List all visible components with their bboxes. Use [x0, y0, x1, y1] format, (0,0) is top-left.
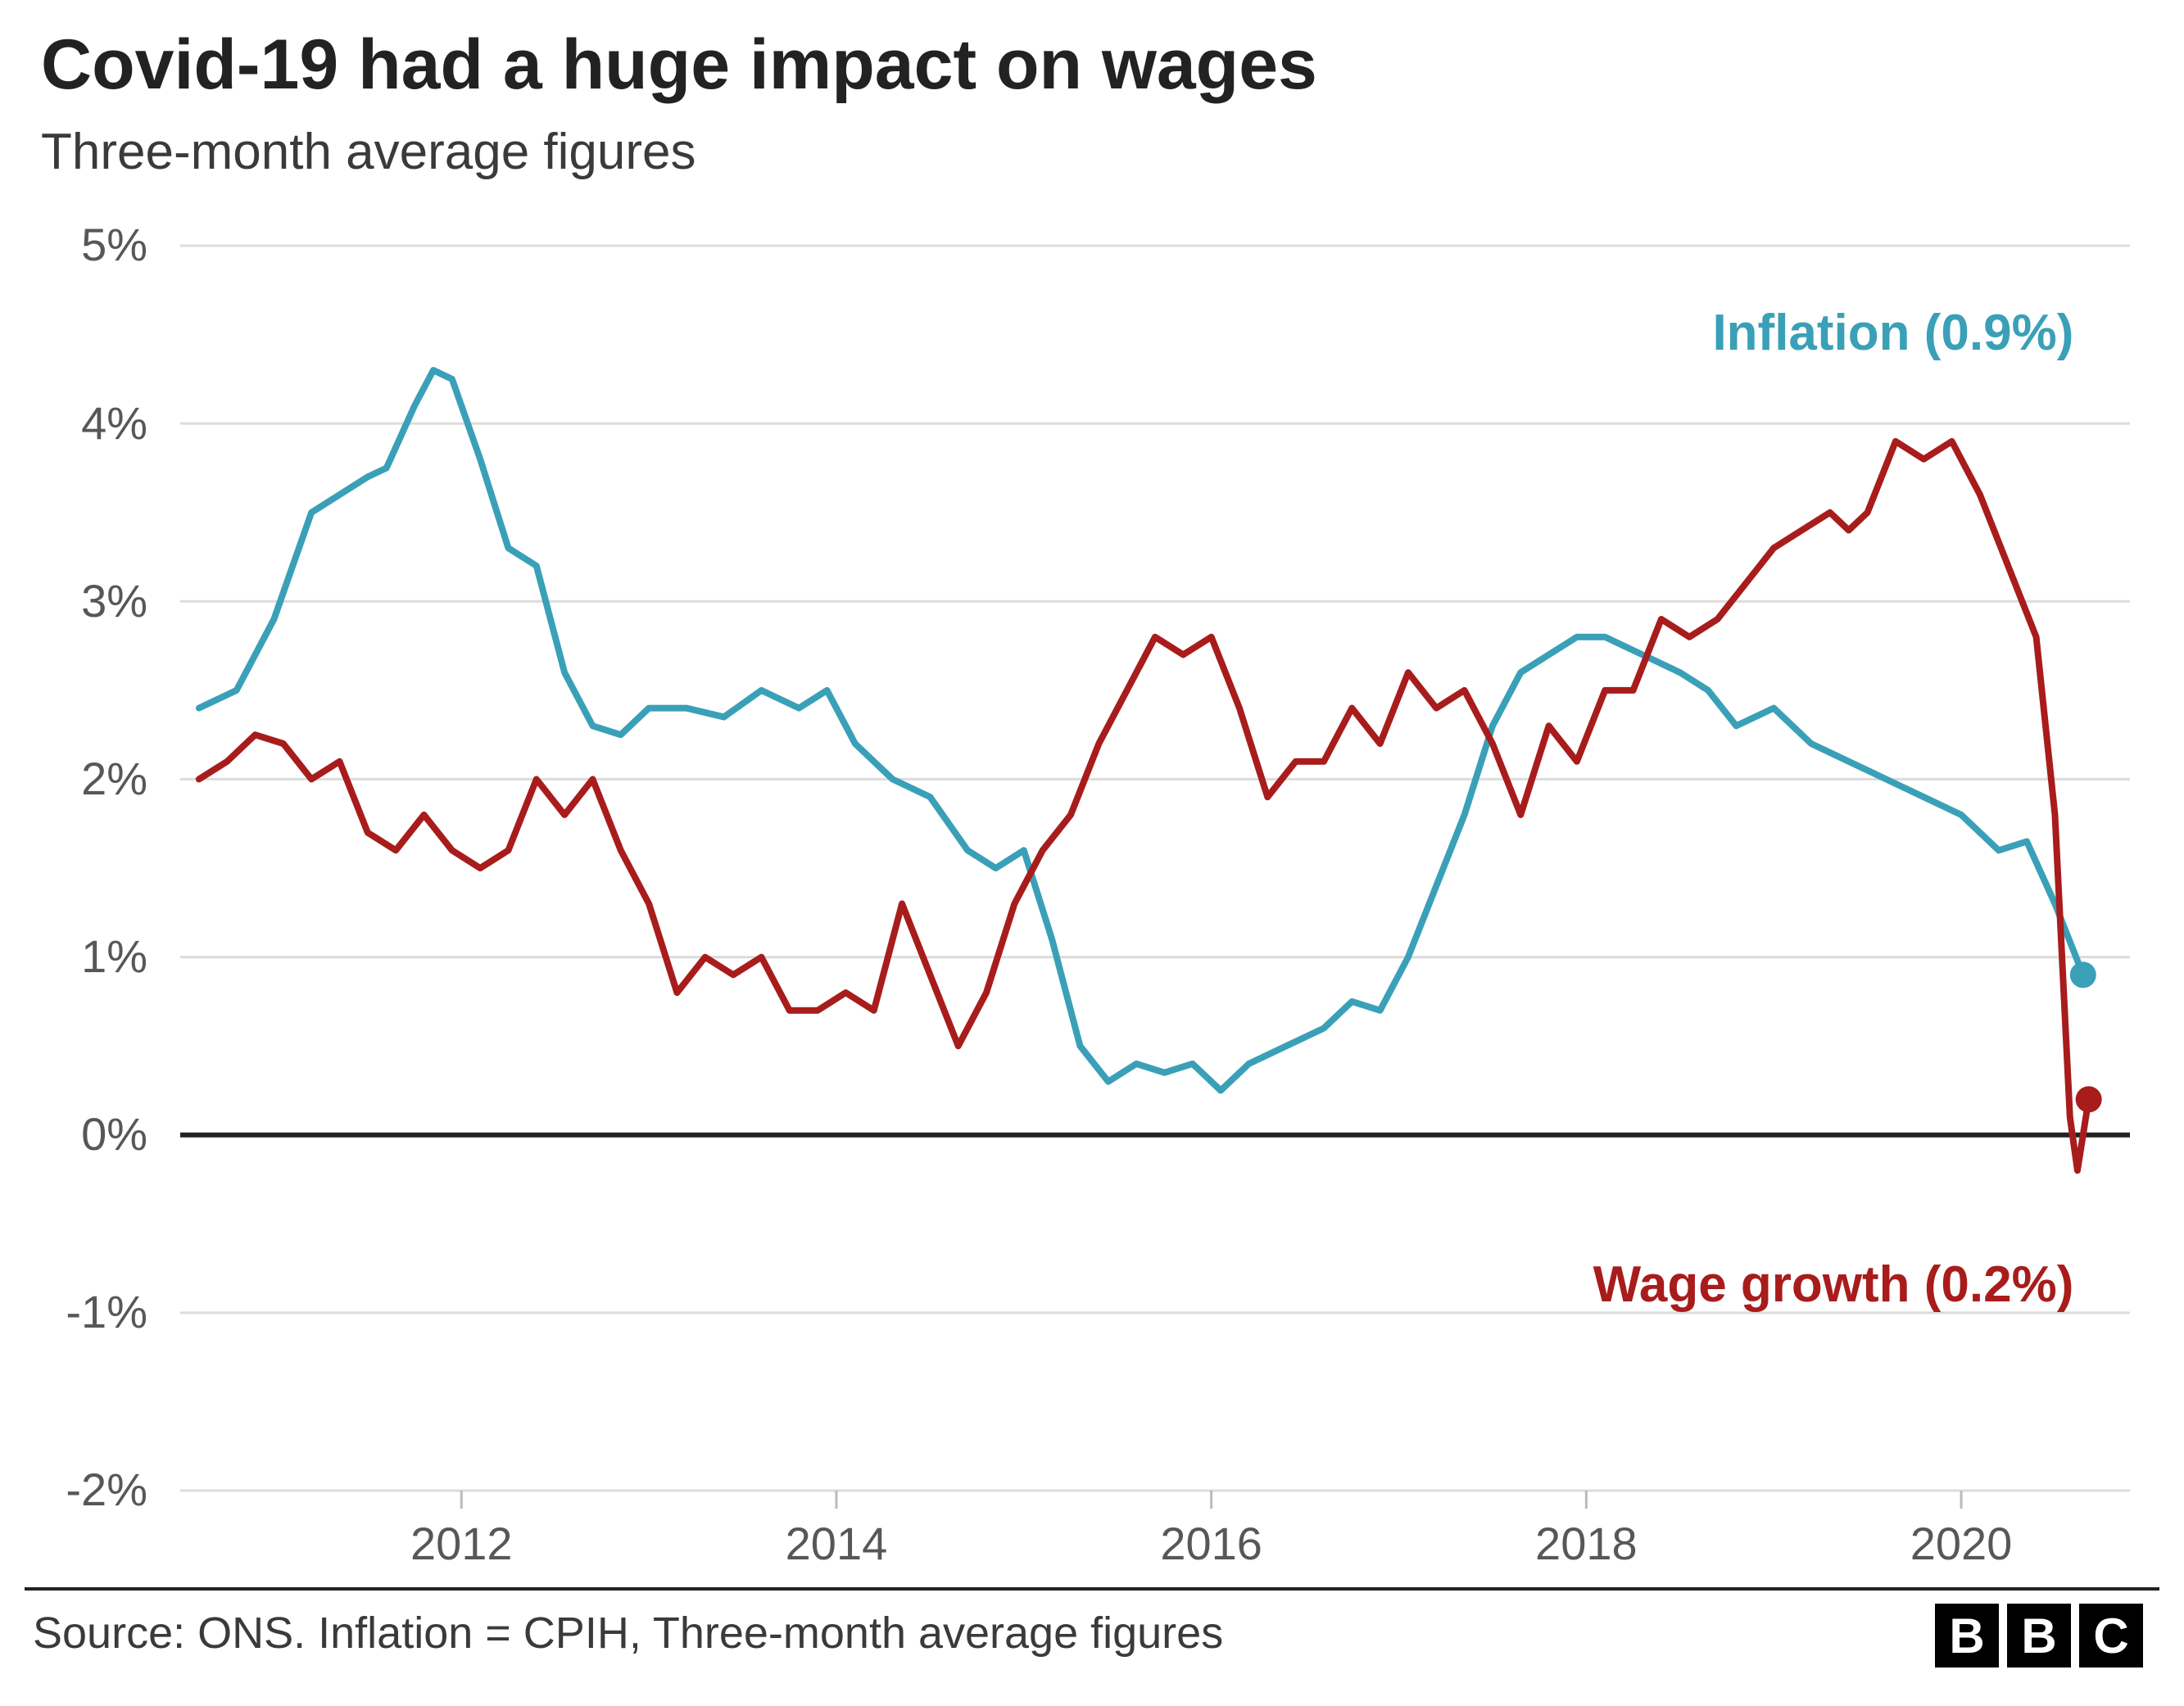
bbc-logo-letter: C: [2079, 1604, 2143, 1668]
line-chart: [0, 0, 2184, 1706]
y-axis-tick-label: 4%: [0, 396, 147, 450]
y-axis-tick-label: -1%: [0, 1285, 147, 1338]
inflation-label: Inflation (0.9%): [1712, 304, 2073, 362]
y-axis-tick-label: 2%: [0, 752, 147, 805]
x-axis-tick-label: 2016: [1130, 1517, 1294, 1570]
y-axis-tick-label: 5%: [0, 218, 147, 271]
y-axis-tick-label: -2%: [0, 1463, 147, 1516]
wage-growth-label: Wage growth (0.2%): [1593, 1256, 2074, 1314]
bbc-logo-letter: B: [2007, 1604, 2071, 1668]
inflation-line: [199, 370, 2083, 1090]
wage-growth-end-marker: [2076, 1086, 2102, 1112]
chart-container: Covid-19 had a huge impact on wages Thre…: [0, 0, 2184, 1706]
y-axis-tick-label: 1%: [0, 930, 147, 983]
source-text: Source: ONS. Inflation = CPIH, Three-mon…: [33, 1608, 1223, 1658]
x-axis-tick-label: 2020: [1879, 1517, 2043, 1570]
inflation-end-marker: [2070, 962, 2096, 988]
y-axis-tick-label: 3%: [0, 574, 147, 627]
x-axis-tick-label: 2012: [379, 1517, 543, 1570]
x-axis-tick-label: 2014: [754, 1517, 918, 1570]
footer-rule: [25, 1587, 2159, 1591]
y-axis-tick-label: 0%: [0, 1107, 147, 1161]
bbc-logo: BBC: [1935, 1604, 2143, 1668]
x-axis-tick-label: 2018: [1504, 1517, 1668, 1570]
bbc-logo-letter: B: [1935, 1604, 1999, 1668]
wage-growth-line: [199, 441, 2089, 1170]
